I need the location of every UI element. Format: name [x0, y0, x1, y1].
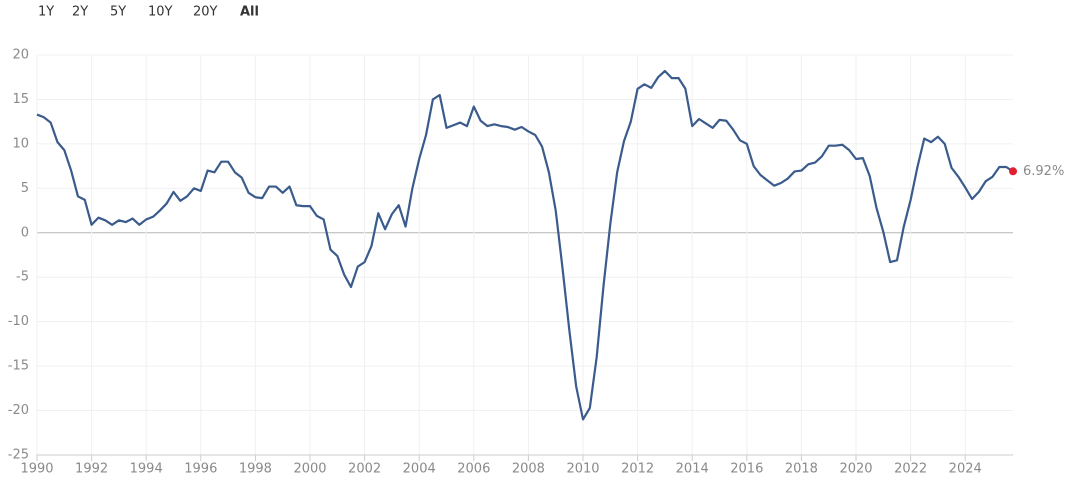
x-tick-label: 2016: [730, 462, 763, 477]
x-tick-label: 2008: [512, 462, 545, 477]
value-label: 6.92%: [1023, 164, 1064, 179]
x-tick-label: 1994: [130, 462, 163, 477]
y-tick-label: -10: [8, 314, 29, 329]
x-tick-label: 1992: [75, 462, 108, 477]
y-tick-label: 5: [21, 181, 29, 196]
x-tick-label: 2000: [293, 462, 326, 477]
x-tick-label: 1996: [184, 462, 217, 477]
x-tick-label: 2012: [621, 462, 654, 477]
y-tick-label: 20: [12, 48, 29, 63]
y-tick-label: 15: [12, 92, 29, 107]
y-tick-label: 0: [21, 225, 29, 240]
range-button[interactable]: All: [240, 5, 259, 20]
y-tick-label: 10: [12, 136, 29, 151]
y-tick-label: -15: [8, 359, 29, 374]
range-button[interactable]: 2Y: [72, 5, 88, 20]
range-button[interactable]: 5Y: [110, 5, 126, 20]
y-tick-label: -5: [16, 270, 29, 285]
range-button[interactable]: 20Y: [193, 5, 218, 20]
x-tick-label: 2018: [785, 462, 818, 477]
x-tick-label: 2006: [457, 462, 490, 477]
x-tick-label: 2022: [894, 462, 927, 477]
x-tick-label: 2004: [403, 462, 436, 477]
x-tick-label: 2020: [839, 462, 872, 477]
line-series: [36, 69, 1014, 421]
x-tick-label: 2010: [566, 462, 599, 477]
x-tick-label: 2002: [348, 462, 381, 477]
x-tick-label: 2014: [676, 462, 709, 477]
range-button[interactable]: 10Y: [148, 5, 173, 20]
range-button[interactable]: 1Y: [38, 5, 54, 20]
end-marker: [1009, 167, 1017, 176]
x-tick-label: 1998: [239, 462, 272, 477]
x-tick-label: 2024: [949, 462, 982, 477]
x-tick-label: 1990: [20, 462, 53, 477]
y-tick-label: -20: [8, 403, 29, 418]
y-tick-label: -25: [8, 448, 29, 463]
